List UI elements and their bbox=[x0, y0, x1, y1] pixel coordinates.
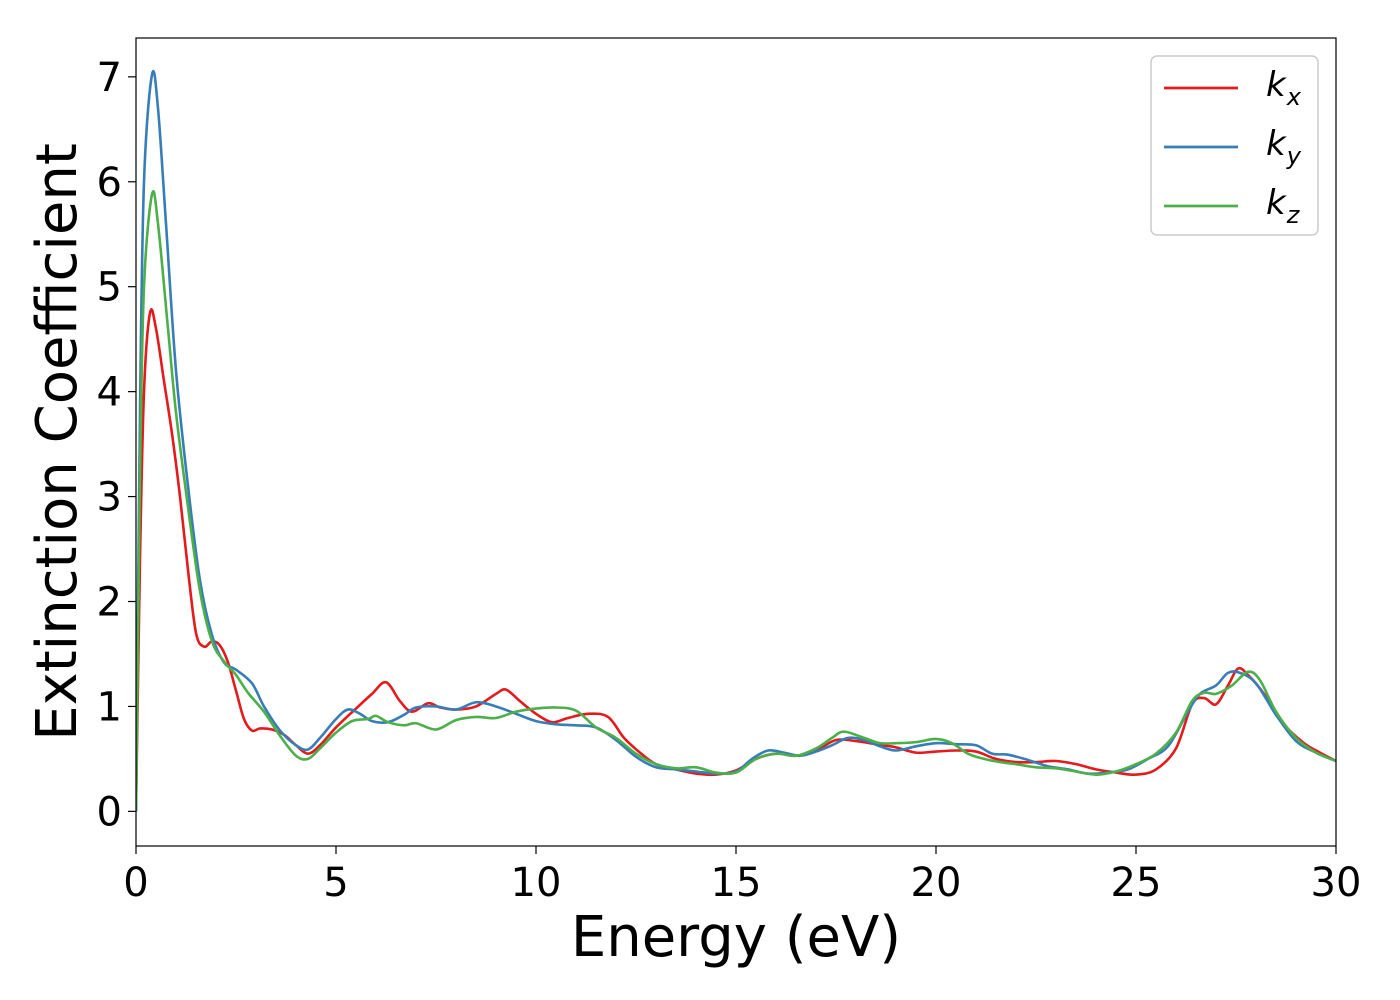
x-tick-label: 5 bbox=[323, 860, 348, 906]
series-line-kz bbox=[136, 190, 1336, 812]
x-axis-title: Energy (eV) bbox=[571, 905, 901, 970]
x-axis-ticks: 0 5 10 15 20 25 30 bbox=[123, 846, 1361, 906]
legend: kx ky kz bbox=[1150, 55, 1319, 236]
y-tick-label: 5 bbox=[97, 265, 122, 311]
x-tick-label: 10 bbox=[511, 860, 562, 906]
y-tick-label: 4 bbox=[97, 370, 122, 416]
legend-label-kx: kx bbox=[1266, 65, 1302, 111]
x-tick-label: 15 bbox=[711, 860, 762, 906]
legend-box bbox=[1150, 55, 1319, 236]
y-axis-ticks: 0 1 2 3 4 5 6 7 bbox=[97, 55, 136, 835]
series-layer bbox=[136, 70, 1336, 812]
x-tick-label: 25 bbox=[1111, 860, 1162, 906]
y-tick-label: 3 bbox=[97, 475, 122, 521]
legend-label-ky: ky bbox=[1266, 124, 1302, 170]
y-tick-label: 0 bbox=[97, 789, 122, 835]
y-tick-label: 1 bbox=[97, 684, 122, 730]
legend-label-kz: kz bbox=[1266, 183, 1301, 229]
y-tick-label: 6 bbox=[97, 160, 122, 206]
x-tick-label: 30 bbox=[1311, 860, 1362, 906]
x-tick-label: 20 bbox=[911, 860, 962, 906]
y-axis-title: Extinction Coefficient bbox=[25, 143, 90, 741]
y-tick-label: 7 bbox=[97, 55, 122, 101]
x-tick-label: 0 bbox=[123, 860, 148, 906]
series-line-kx bbox=[136, 308, 1336, 812]
y-tick-label: 2 bbox=[97, 580, 122, 626]
